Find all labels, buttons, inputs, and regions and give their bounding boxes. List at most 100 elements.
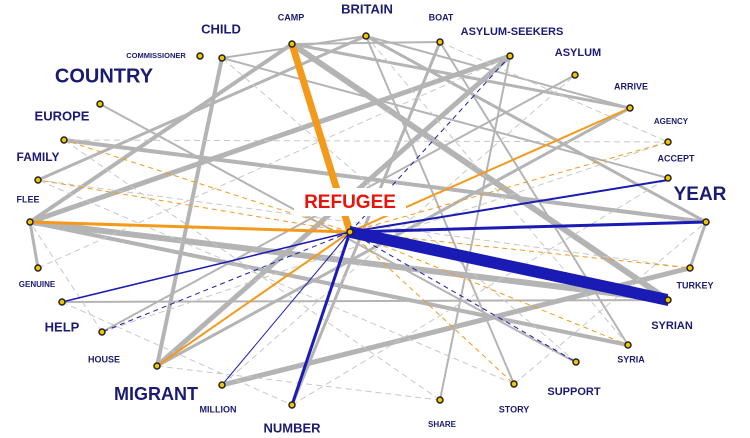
node-label: ASYLUM-SEEKERS	[461, 26, 564, 38]
node-label: CAMP	[278, 12, 305, 22]
node-dot	[436, 38, 444, 46]
node-dot	[218, 381, 226, 389]
edge	[29, 53, 511, 225]
node-label: EUROPE	[35, 108, 90, 123]
edge	[349, 179, 669, 233]
edge	[349, 231, 515, 385]
node-dot	[702, 218, 710, 226]
edge	[156, 231, 351, 367]
node-label: HOUSE	[88, 354, 120, 364]
node-dot	[288, 401, 296, 409]
edge	[349, 141, 669, 233]
node-dot	[436, 396, 444, 404]
edge	[29, 221, 103, 333]
node-label: ACCEPT	[657, 153, 695, 163]
node-dot	[98, 328, 106, 336]
edge	[439, 41, 669, 143]
node-label: TURKEY	[676, 280, 713, 290]
node-label: BRITAIN	[341, 1, 393, 16]
nodes	[26, 32, 710, 409]
edge	[350, 226, 668, 306]
node-label: GENUINE	[19, 280, 56, 289]
labels: CAMP BRITAIN BOAT ASYLUM-SEEKERS ASYLUM …	[16, 1, 726, 435]
node-dot	[288, 40, 296, 48]
edge	[221, 57, 669, 179]
edges	[28, 34, 708, 406]
node-label: YEAR	[674, 184, 727, 205]
node-dot	[572, 358, 580, 366]
node-label: MILLION	[200, 404, 237, 414]
node-label: HELP	[45, 319, 80, 334]
edge	[221, 231, 351, 386]
node-dot	[58, 298, 66, 306]
node-label: SHARE	[428, 420, 457, 429]
node-label: NUMBER	[263, 420, 321, 435]
edge	[290, 41, 670, 303]
node-dot	[664, 296, 672, 304]
node-label: SYRIA	[617, 354, 645, 364]
edge	[349, 220, 707, 234]
edge	[365, 35, 515, 385]
edge	[29, 220, 351, 234]
node-dot	[26, 218, 34, 226]
edge	[290, 41, 442, 406]
node-dot	[218, 54, 226, 62]
node-label: CHILD	[201, 21, 241, 36]
node-dot	[510, 380, 518, 388]
node-label: SYRIAN	[651, 320, 693, 332]
node-dot	[153, 362, 161, 370]
node-label: ASYLUM	[555, 47, 601, 59]
edge	[63, 139, 669, 143]
node-dot	[196, 52, 204, 60]
node-dot	[571, 71, 579, 79]
center-label-box	[294, 188, 406, 216]
edge	[513, 221, 707, 385]
node-dot	[346, 228, 354, 236]
edge	[63, 139, 441, 401]
edge	[37, 55, 511, 269]
edge	[61, 299, 669, 303]
node-label: BOAT	[429, 12, 454, 22]
edge	[63, 139, 351, 233]
node-dot	[624, 341, 632, 349]
node-label: MIGRANT	[114, 384, 198, 404]
edge	[37, 179, 515, 385]
node-label: FLEE	[16, 194, 39, 204]
node-dot	[686, 264, 694, 272]
node-label: FAMILY	[17, 150, 60, 164]
node-dot	[34, 264, 42, 272]
edge	[688, 221, 708, 269]
node-label: COMMISSIONER	[126, 51, 186, 60]
edge	[349, 231, 577, 363]
node-dot	[664, 174, 672, 182]
edge	[291, 177, 669, 406]
node-dot	[664, 138, 672, 146]
edge	[61, 231, 351, 303]
node-label: STORY	[499, 404, 530, 414]
node-label: COUNTRY	[55, 65, 154, 87]
node-label: AGENCY	[654, 117, 689, 126]
node-dot	[34, 176, 42, 184]
node-dot	[96, 100, 104, 108]
edge	[61, 301, 293, 406]
edge	[29, 220, 629, 347]
node-dot	[506, 52, 514, 60]
edge	[28, 221, 40, 269]
edge	[28, 42, 294, 224]
edge	[365, 34, 707, 224]
edge	[155, 57, 224, 367]
edge	[365, 35, 629, 346]
node-dot	[60, 136, 68, 144]
node-dot	[362, 32, 370, 40]
edge	[365, 35, 631, 109]
node-label: SUPPORT	[547, 386, 600, 398]
edge	[290, 231, 352, 406]
edge	[37, 34, 367, 182]
edge	[349, 231, 691, 269]
edge	[439, 41, 629, 346]
edge	[63, 138, 707, 224]
edge	[37, 179, 351, 233]
node-label: ARRIVE	[614, 81, 648, 91]
node-dot	[626, 104, 634, 112]
